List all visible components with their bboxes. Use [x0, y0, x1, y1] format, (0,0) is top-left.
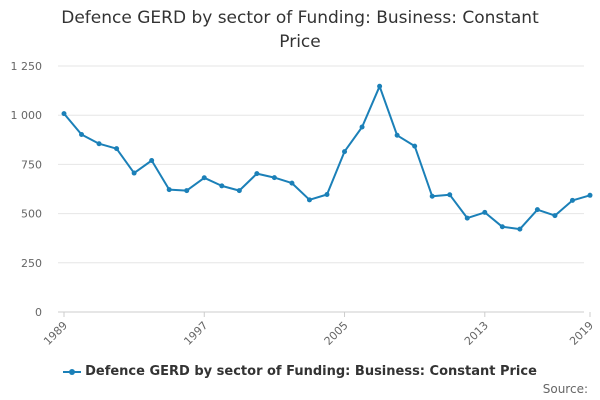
data-point-1989: [61, 111, 67, 117]
data-point-2013: [482, 209, 488, 215]
data-point-2009: [412, 143, 418, 149]
data-point-1997: [201, 175, 207, 181]
data-point-2008: [394, 132, 400, 138]
data-point-2004: [324, 192, 330, 198]
series-line-0: [63, 85, 591, 231]
x-tick-label-2013: 2013: [462, 319, 491, 348]
data-point-1993: [131, 170, 137, 176]
x-tick-label-2005: 2005: [322, 319, 351, 348]
data-point-2005: [342, 149, 348, 155]
data-point-1994: [149, 157, 155, 163]
legend-series-label: Defence GERD by sector of Funding: Busin…: [85, 364, 537, 379]
y-tick-label-0: 0: [35, 306, 42, 319]
y-tick-label-1000: 1 000: [11, 109, 43, 122]
data-point-1991: [96, 141, 102, 147]
data-point-1995: [166, 187, 172, 193]
legend-series-marker: [63, 366, 82, 378]
data-point-1992: [114, 146, 120, 152]
data-point-2001: [271, 175, 277, 181]
data-point-2012: [464, 215, 470, 221]
x-tick-label-1997: 1997: [181, 319, 210, 348]
data-point-2010: [429, 193, 435, 199]
x-tick-label-1989: 1989: [41, 319, 70, 348]
data-point-2016: [534, 207, 540, 213]
data-point-1996: [184, 188, 190, 194]
data-point-1999: [236, 188, 242, 194]
source-label: Source:: [542, 382, 588, 396]
data-point-2000: [254, 171, 260, 177]
x-tick-label-2019: 2019: [567, 319, 596, 348]
data-point-2003: [306, 197, 312, 203]
y-tick-label-750: 750: [21, 158, 42, 171]
y-tick-label-500: 500: [21, 208, 42, 221]
data-point-2017: [552, 213, 558, 219]
data-point-2015: [517, 226, 523, 232]
y-tick-label-1250: 1 250: [11, 60, 43, 73]
data-point-2006: [359, 124, 365, 130]
data-point-2011: [447, 192, 453, 198]
data-point-2002: [289, 180, 295, 186]
data-point-2007: [377, 83, 383, 89]
chart-title: Defence GERD by sector of Funding: Busin…: [61, 8, 539, 52]
data-point-2019: [587, 192, 593, 198]
data-point-1990: [79, 131, 85, 137]
data-point-2014: [499, 224, 505, 230]
y-tick-label-250: 250: [21, 257, 42, 270]
data-point-2018: [569, 197, 575, 203]
legend[interactable]: Defence GERD by sector of Funding: Busin…: [0, 364, 600, 379]
data-point-1998: [219, 183, 225, 189]
